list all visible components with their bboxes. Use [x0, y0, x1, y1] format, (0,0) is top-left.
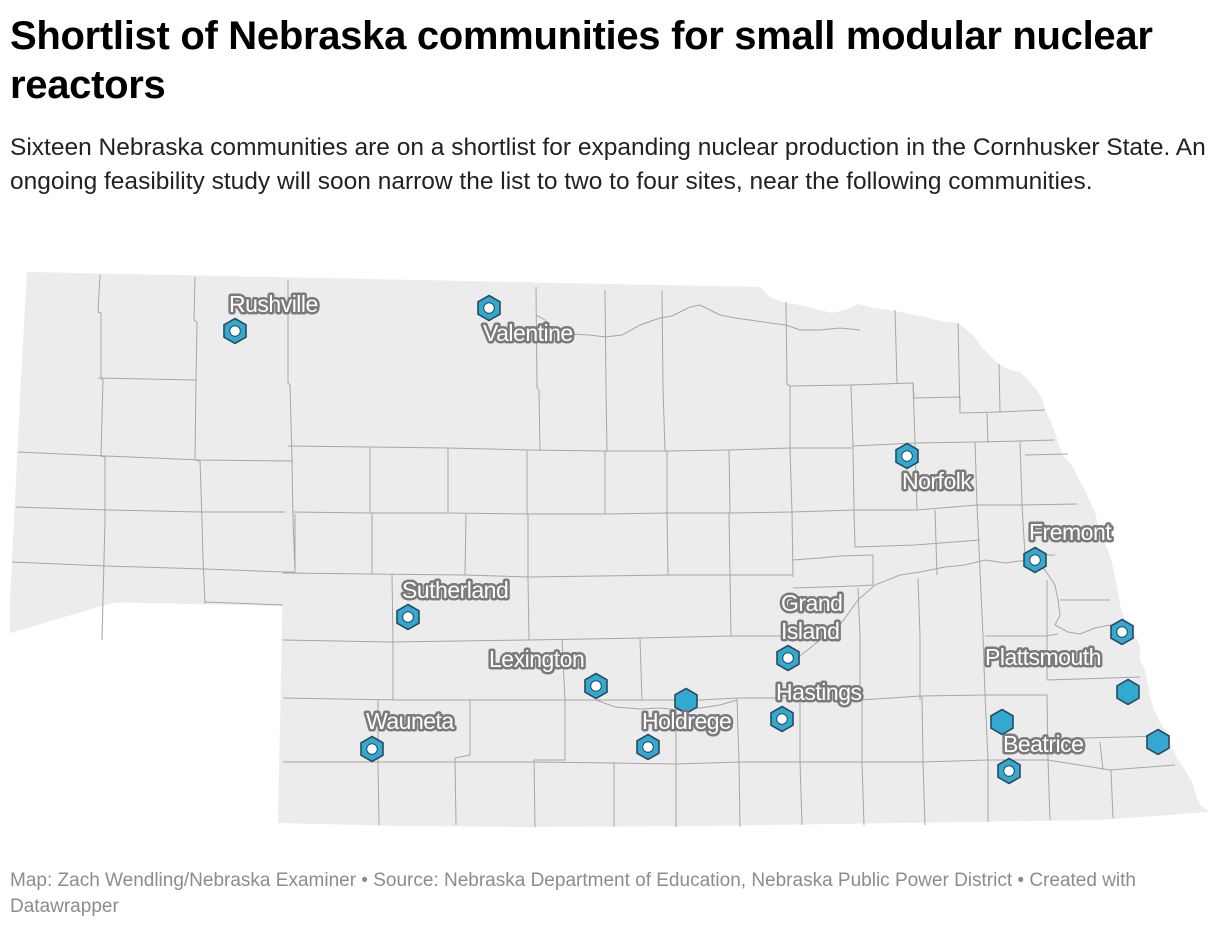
label-hastings: Hastings: [776, 679, 861, 705]
county-borders: [11, 274, 1176, 828]
state-outline: [10, 272, 1210, 827]
marker-holdrege[interactable]: [636, 733, 660, 761]
marker-fremont[interactable]: [1023, 546, 1047, 574]
label-grand: Grand: [781, 590, 842, 616]
marker-lexington[interactable]: [584, 672, 608, 700]
marker-valentine[interactable]: [477, 294, 501, 322]
footer-credits: Map: Zach Wendling/Nebraska Examiner • S…: [10, 870, 1137, 917]
label-wauneta: Wauneta: [366, 708, 454, 734]
marker-norfolk[interactable]: [895, 442, 919, 470]
marker-wauneta[interactable]: [360, 735, 384, 763]
label-fremont: Fremont: [1029, 519, 1112, 545]
chart-title: Shortlist of Nebraska communities for sm…: [10, 14, 1153, 107]
marker-rushville[interactable]: [223, 317, 247, 345]
marker-hastings[interactable]: [770, 705, 794, 733]
label-norfolk: Norfolk: [902, 468, 972, 494]
label-lexington: Lexington: [489, 646, 584, 672]
label-holdrege: Holdrege: [642, 708, 731, 734]
marker-beatrice[interactable]: [997, 757, 1021, 785]
city-labels: Rushville Valentine Norfolk Fremont Suth…: [227, 289, 1116, 760]
label-plattsmouth: Plattsmouth: [985, 644, 1101, 670]
label-beatrice: Beatrice: [1003, 731, 1083, 757]
solid-hexagon-marker[interactable]: [1116, 678, 1140, 706]
label-rushville: Rushville: [229, 291, 318, 317]
marker-plattsmouth[interactable]: [1110, 618, 1134, 646]
label-valentine: Valentine: [483, 320, 573, 346]
marker-grand-island[interactable]: [776, 644, 800, 672]
nebraska-map: Rushville Valentine Norfolk Fremont Suth…: [0, 260, 1220, 840]
chart-description: Sixteen Nebraska communities are on a sh…: [10, 134, 1206, 195]
solid-hexagon-marker[interactable]: [1146, 728, 1170, 756]
label-island: Island: [781, 618, 839, 644]
marker-sutherland[interactable]: [396, 603, 420, 631]
label-sutherland: Sutherland: [402, 577, 508, 603]
